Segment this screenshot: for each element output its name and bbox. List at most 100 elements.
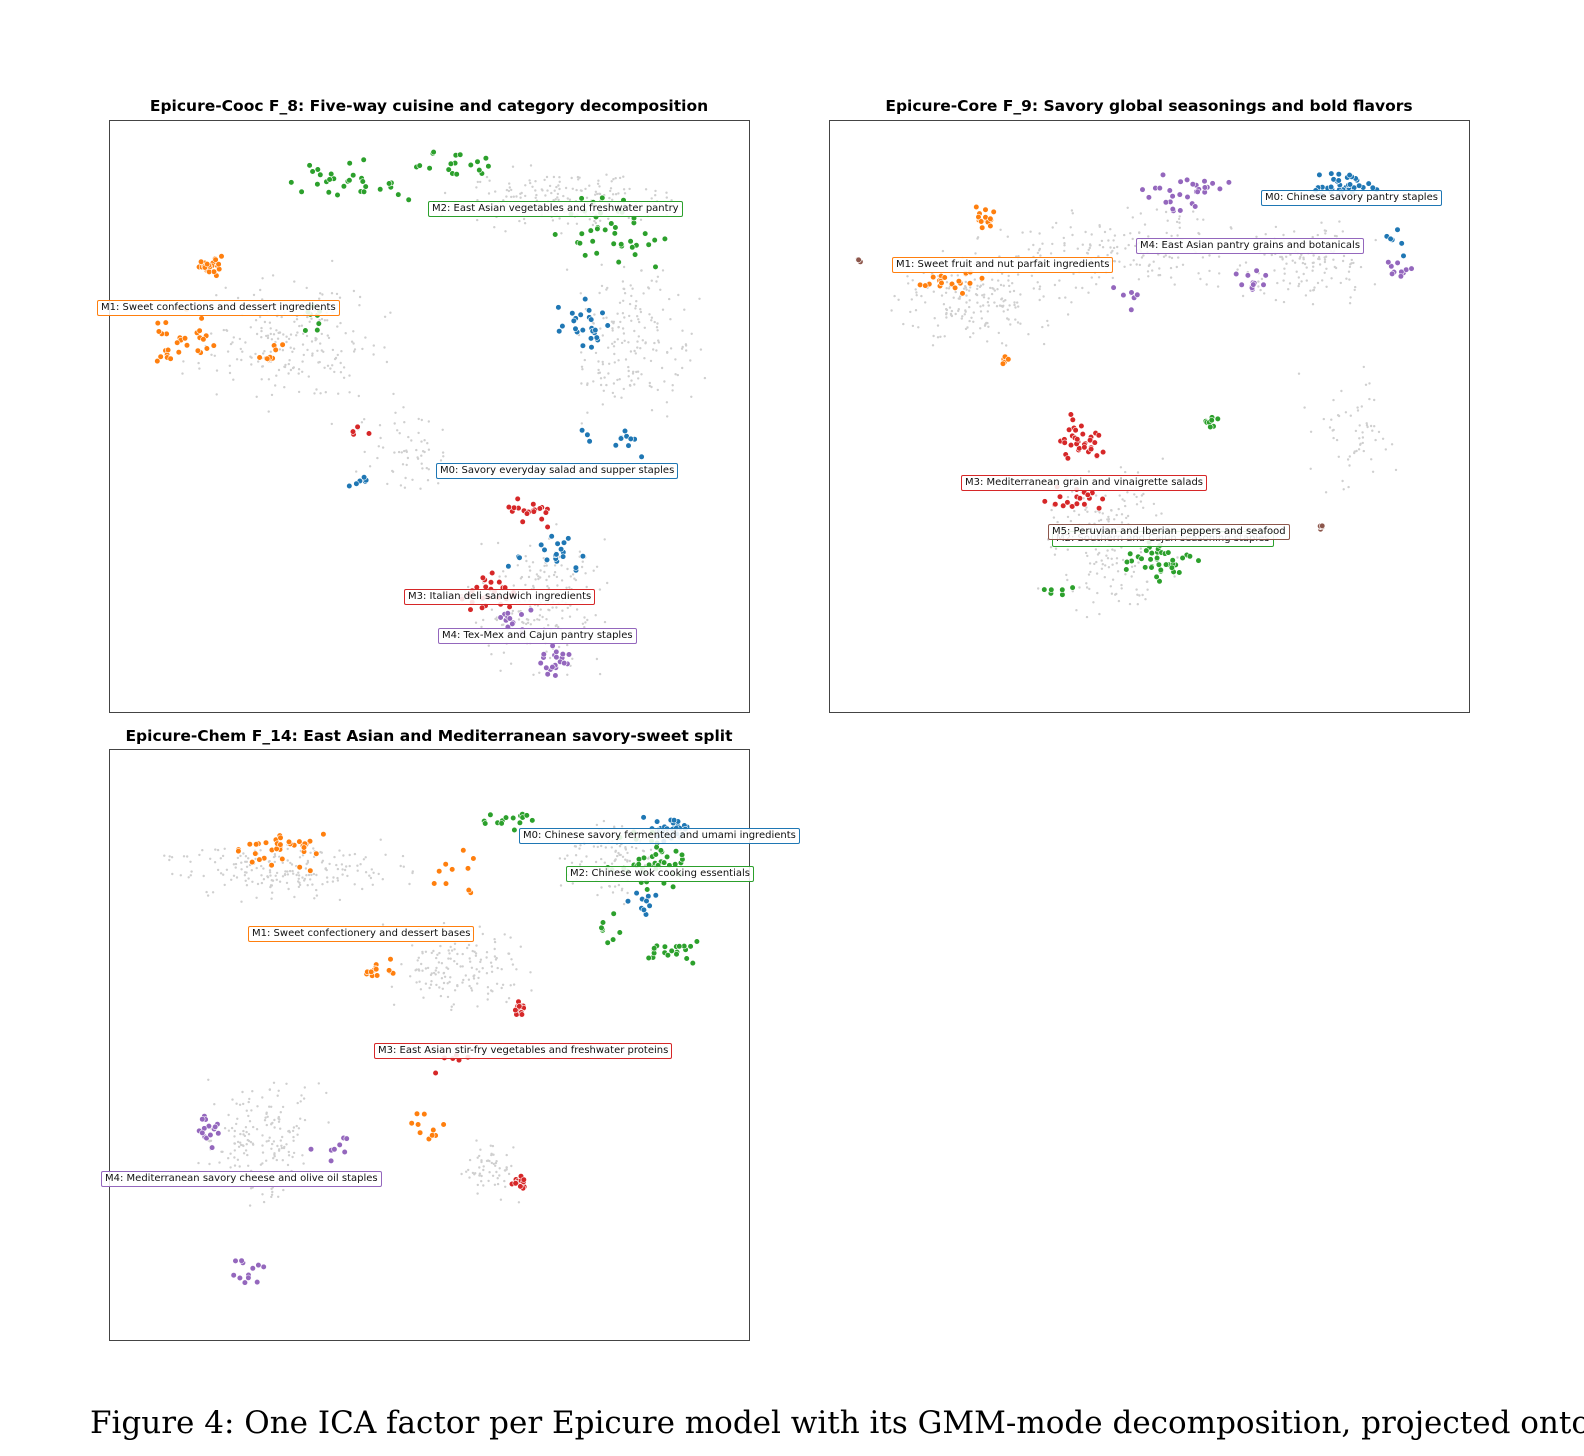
background-point <box>480 1174 483 1178</box>
background-point <box>307 873 311 877</box>
background-point <box>490 965 494 968</box>
background-point <box>450 1008 453 1012</box>
background-point <box>553 189 556 192</box>
mode-m0-point <box>586 438 593 445</box>
mode-m3-point <box>511 504 518 511</box>
background-point <box>1085 615 1089 619</box>
mode-m0-point <box>346 482 353 490</box>
background-point <box>505 1166 508 1169</box>
background-point <box>566 606 569 610</box>
background-point <box>441 987 444 990</box>
background-point <box>1321 279 1324 282</box>
background-point <box>628 859 632 863</box>
background-point <box>345 865 348 868</box>
mode-m1-point <box>181 335 189 342</box>
background-point <box>1124 470 1127 474</box>
background-point <box>1208 254 1211 257</box>
mode-m0-point <box>653 818 661 825</box>
background-point <box>1313 286 1316 289</box>
background-point <box>301 1154 304 1157</box>
mode-m4-point <box>208 1144 216 1151</box>
background-point <box>270 393 274 397</box>
background-point <box>1333 265 1336 269</box>
mode-m4-point <box>341 1148 348 1156</box>
background-point <box>910 298 913 301</box>
background-point <box>531 185 534 188</box>
background-point <box>499 1198 503 1201</box>
mode-m0-point <box>560 553 567 560</box>
background-point <box>495 982 499 985</box>
background-point <box>316 349 319 352</box>
background-point <box>618 845 622 848</box>
background-point <box>489 1144 492 1147</box>
mode-m1-point <box>277 834 284 841</box>
background-point <box>611 193 615 196</box>
background-point <box>283 365 286 368</box>
background-point <box>353 883 356 886</box>
mode-m2-point <box>610 240 617 247</box>
background-point <box>568 198 572 201</box>
mode-m3-point <box>1066 426 1073 433</box>
background-point <box>1100 567 1104 570</box>
background-point <box>618 378 621 381</box>
background-point <box>272 333 276 336</box>
background-point <box>1088 587 1091 591</box>
background-point <box>467 1168 470 1172</box>
background-point <box>517 618 521 621</box>
background-point <box>417 956 420 959</box>
background-point <box>268 1136 271 1139</box>
background-point <box>242 1102 245 1106</box>
background-point <box>568 586 571 589</box>
background-point <box>674 373 677 376</box>
mode-m2-point <box>661 943 669 950</box>
background-point <box>932 290 935 293</box>
mode-m4-point <box>553 654 560 661</box>
mode-label-m4: M4: East Asian pantry grains and botanic… <box>1136 238 1365 254</box>
background-point <box>261 1151 265 1154</box>
background-point <box>198 853 201 857</box>
background-point <box>278 880 282 883</box>
background-point <box>966 326 969 329</box>
background-point <box>1369 424 1373 428</box>
background-point <box>312 847 315 850</box>
mode-m1-point <box>987 215 994 222</box>
background-point <box>1101 563 1104 566</box>
mode-m0-point <box>560 539 568 546</box>
background-point <box>311 354 314 357</box>
background-point <box>236 1117 239 1120</box>
mode-m4-point <box>565 651 573 658</box>
background-point <box>970 316 973 319</box>
background-point <box>1192 210 1195 213</box>
background-point <box>293 320 296 323</box>
background-point <box>1000 342 1004 345</box>
background-point <box>250 869 253 872</box>
background-point <box>571 657 574 660</box>
background-point <box>623 339 626 342</box>
background-point <box>197 1161 200 1165</box>
background-point <box>401 854 405 858</box>
mode-m2-point <box>1214 415 1221 423</box>
background-point <box>510 195 513 199</box>
background-point <box>364 871 368 874</box>
background-point <box>1086 510 1089 513</box>
background-point <box>292 1126 296 1129</box>
background-point <box>271 879 275 882</box>
background-point <box>1027 333 1030 336</box>
background-point <box>676 373 679 377</box>
background-point <box>276 1144 279 1148</box>
background-point <box>495 1160 498 1163</box>
background-point <box>495 616 499 619</box>
background-point <box>1110 509 1113 512</box>
background-point <box>1143 223 1147 226</box>
background-point <box>600 263 603 266</box>
background-point <box>340 350 343 353</box>
background-point <box>1136 593 1139 596</box>
background-point <box>525 559 528 563</box>
background-point <box>1126 514 1130 518</box>
background-point <box>1088 243 1092 246</box>
background-point <box>641 339 644 342</box>
mode-m4-point <box>336 1141 343 1149</box>
background-point <box>476 199 479 202</box>
background-point <box>1324 232 1327 235</box>
background-point <box>522 217 526 221</box>
